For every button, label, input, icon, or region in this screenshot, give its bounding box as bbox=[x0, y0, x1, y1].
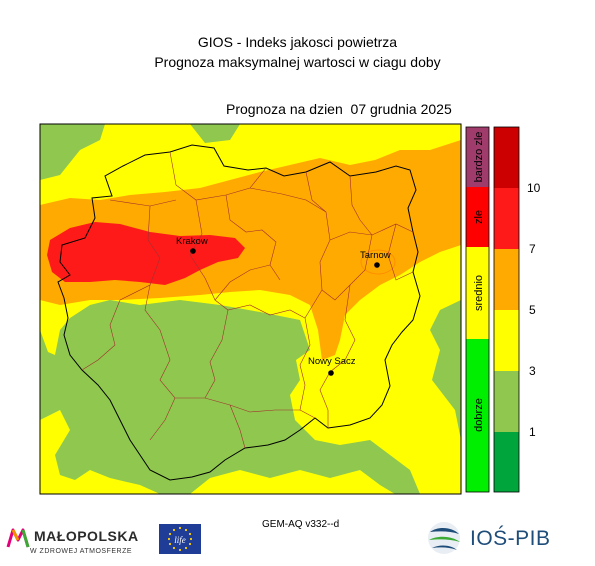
city-tarnow: Tarnow bbox=[360, 250, 391, 268]
forecast-date: Prognoza na dzien 07 grudnia 2025 bbox=[226, 101, 452, 117]
category-label-good: dobrze bbox=[473, 398, 485, 432]
malopolska-tagline: W ZDROWEJ ATMOSFERZE bbox=[30, 548, 133, 555]
value-scale: 10 7 5 3 1 bbox=[493, 126, 541, 493]
scale-band-10-plus bbox=[494, 127, 519, 188]
zone-moderate-south bbox=[190, 470, 395, 494]
zone-moderate-west bbox=[40, 410, 160, 494]
city-label: Krakow bbox=[176, 236, 208, 247]
zone-sufficient-5-7 bbox=[40, 140, 461, 360]
eu-life-logo: life bbox=[159, 524, 201, 554]
city-marker-icon bbox=[374, 262, 380, 268]
category-bar-very-bad bbox=[466, 127, 489, 187]
category-legend: bardzo zle zle srednio dobrze bbox=[465, 126, 490, 493]
county-borders bbox=[81, 151, 414, 449]
region-boundary bbox=[57, 144, 421, 481]
zone-bad-7-10 bbox=[47, 222, 245, 285]
map-frame bbox=[39, 123, 462, 495]
scale-band-1-3 bbox=[494, 371, 519, 432]
scale-band-3-5 bbox=[494, 310, 519, 371]
ios-pib-logo-text: IOŚ-PIB bbox=[470, 527, 551, 550]
category-legend-frame bbox=[465, 126, 490, 493]
malopolska-logo-icon bbox=[6, 528, 30, 548]
city-label: Tarnow bbox=[360, 250, 391, 261]
city-label: Nowy Sacz bbox=[308, 356, 356, 367]
city-marker-icon bbox=[190, 248, 196, 254]
concentration-field bbox=[40, 124, 461, 494]
category-label-bad: zle bbox=[473, 210, 485, 224]
scale-band-5-7 bbox=[494, 249, 519, 310]
map-title: GIOS - Indeks jakosci powietrza bbox=[197, 34, 398, 50]
zone-good-ne bbox=[190, 124, 240, 143]
svg-text:life: life bbox=[174, 535, 186, 545]
category-bar-bad bbox=[466, 187, 489, 247]
scale-tick-label: 1 bbox=[529, 425, 536, 439]
scale-tick-label: 3 bbox=[529, 364, 536, 378]
ios-pib-logo-icon bbox=[428, 522, 460, 554]
city-marker-icon bbox=[328, 370, 334, 376]
category-label-very-bad: bardzo zle bbox=[473, 132, 485, 183]
model-version-label: GEM-AQ v332--d bbox=[262, 519, 340, 530]
category-bar-moderate bbox=[466, 247, 489, 339]
category-bar-good bbox=[466, 339, 489, 492]
tarnow-contour bbox=[360, 249, 396, 275]
zone-good-nw bbox=[40, 124, 105, 180]
scale-band-7-10 bbox=[494, 188, 519, 249]
map-subtitle: Prognoza maksymalnej wartosci w ciagu do… bbox=[154, 54, 441, 70]
city-krakow: Krakow bbox=[176, 236, 208, 254]
scale-tick-label: 10 bbox=[527, 181, 541, 195]
malopolska-logo-text: MAŁOPOLSKA bbox=[34, 528, 139, 544]
scale-tick-label: 5 bbox=[529, 303, 536, 317]
value-scale-frame bbox=[493, 126, 520, 493]
city-nowy-sacz: Nowy Sacz bbox=[308, 356, 356, 376]
scale-tick-label: 7 bbox=[529, 242, 536, 256]
scale-band-0-1 bbox=[494, 432, 519, 492]
category-label-moderate: srednio bbox=[473, 275, 485, 311]
